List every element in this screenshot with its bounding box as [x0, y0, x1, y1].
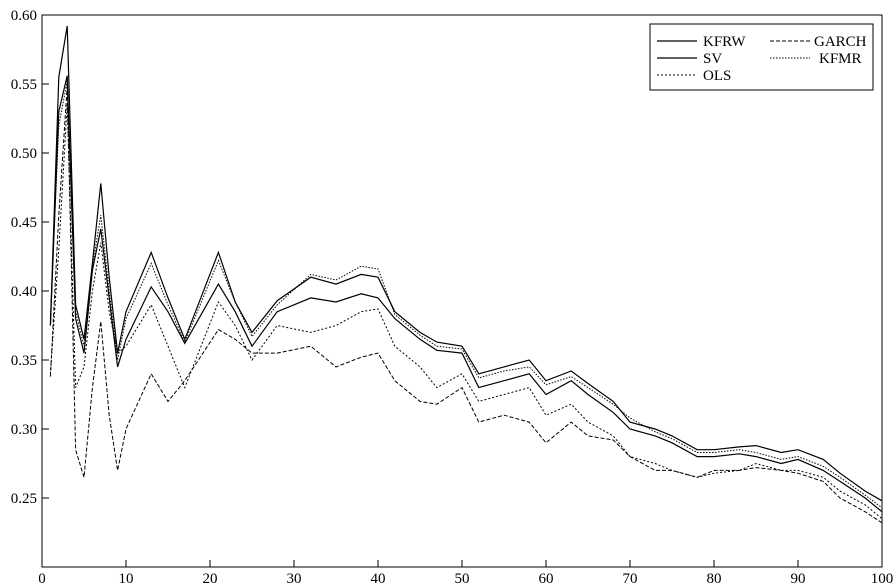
y-tick-label: 0.50 — [11, 146, 37, 162]
y-tick-label: 0.45 — [11, 215, 37, 231]
plot-area — [41, 14, 883, 568]
x-tick-label: 50 — [455, 571, 470, 585]
y-tick-label: 0.25 — [11, 491, 37, 507]
series-lines — [49, 25, 883, 524]
x-tick-label: 90 — [791, 571, 806, 585]
y-tick-label: 0.55 — [11, 77, 37, 93]
x-tick-label: 80 — [707, 571, 722, 585]
legend-label-kfmr: KFMR — [819, 51, 862, 67]
y-axis: 0.25 0.30 0.35 0.40 0.45 0.50 0.55 0.60 — [11, 8, 49, 507]
x-tick-label: 70 — [623, 571, 638, 585]
y-tick-label: 0.40 — [11, 284, 37, 300]
legend-label-sv: SV — [703, 51, 722, 67]
x-tick-label: 0 — [38, 571, 46, 585]
legend-label-garch: GARCH — [814, 34, 867, 50]
y-tick-label: 0.35 — [11, 353, 37, 369]
x-tick-label: 20 — [203, 571, 218, 585]
x-axis: 0 10 20 30 40 50 60 70 80 90 100 — [38, 560, 893, 585]
legend-label-ols: OLS — [703, 68, 731, 84]
legend: KFRW GARCH SV KFMR OLS — [649, 23, 874, 91]
series-line-garch — [49, 86, 883, 524]
y-tick-label: 0.60 — [11, 8, 37, 24]
x-tick-label: 40 — [371, 571, 386, 585]
x-tick-label: 100 — [871, 571, 894, 585]
series-line-kfrw — [49, 25, 883, 502]
x-tick-label: 10 — [119, 571, 134, 585]
x-tick-label: 60 — [539, 571, 554, 585]
y-tick-label: 0.30 — [11, 422, 37, 438]
legend-label-kfrw: KFRW — [703, 34, 746, 50]
legend-box — [649, 23, 874, 91]
x-tick-label: 30 — [287, 571, 302, 585]
series-line-sv — [49, 75, 883, 513]
series-line-kfmr — [49, 81, 883, 509]
